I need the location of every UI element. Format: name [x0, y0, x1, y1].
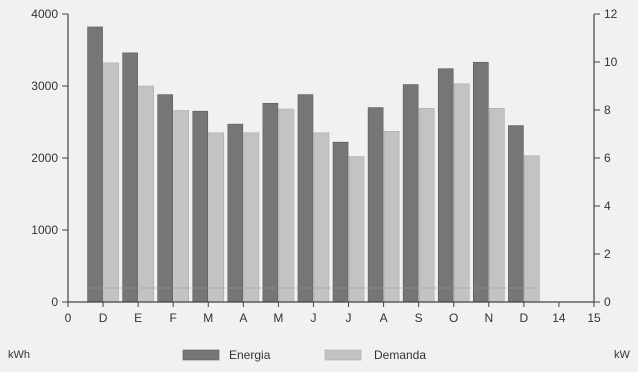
legend-label-demanda: Demanda: [374, 348, 426, 362]
x-tick-label-7: J: [310, 311, 316, 325]
bar-energia-10: [437, 68, 454, 303]
bar-demanda-0: [103, 62, 119, 303]
bar-energia-4: [227, 123, 244, 303]
bar-demanda-3: [208, 132, 225, 303]
x-tick-label-0: 0: [65, 311, 72, 325]
bar-demanda-10: [453, 83, 470, 303]
y-right-tick-label-6: 12: [604, 7, 618, 21]
x-tick-label-10: S: [415, 311, 423, 325]
bar-demanda-6: [313, 132, 330, 303]
y-left-tick-label-0: 0: [51, 295, 58, 309]
x-tick-label-2: E: [134, 311, 142, 325]
x-tick-label-12: N: [484, 311, 493, 325]
x-tick-label-1: D: [99, 311, 108, 325]
x-tick-label-9: A: [380, 311, 388, 325]
bar-energia-5: [262, 102, 279, 303]
bar-energia-9: [402, 84, 419, 303]
y-left-tick-label-1: 1000: [31, 223, 58, 237]
bar-energia-12: [508, 125, 524, 303]
legend-label-energia: Energia: [229, 348, 271, 362]
bar-energia-6: [297, 94, 314, 303]
x-tick-label-15: 15: [587, 311, 601, 325]
bar-demanda-9: [418, 108, 435, 303]
bar-energia-2: [157, 94, 173, 303]
bar-demanda-11: [488, 108, 505, 303]
bar-energia-0: [87, 26, 103, 303]
x-tick-label-6: M: [273, 311, 283, 325]
bar-demanda-5: [278, 108, 295, 303]
bars-group: [87, 26, 540, 303]
x-tick-label-14: 14: [552, 311, 566, 325]
legend-swatch-demanda: [324, 349, 362, 361]
bar-demanda-4: [243, 132, 260, 303]
legend: Energia Demanda: [182, 348, 426, 362]
x-tick-label-13: D: [520, 311, 529, 325]
bar-demanda-1: [138, 85, 154, 303]
bar-energia-8: [367, 107, 384, 303]
y-right-tick-label-4: 8: [604, 103, 611, 117]
bar-demanda-2: [173, 110, 189, 303]
x-tick-label-3: F: [170, 311, 177, 325]
ticks-group: 0 D E F M A M J J A S O N D 14 150100020003000400002468…: [31, 7, 617, 325]
y-right-tick-label-2: 4: [604, 199, 611, 213]
y-left-tick-label-3: 3000: [31, 79, 58, 93]
y-right-tick-label-1: 2: [604, 247, 611, 261]
y-right-tick-label-5: 10: [604, 55, 618, 69]
y-left-unit-label: kWh: [8, 349, 30, 361]
y-left-tick-label-2: 2000: [31, 151, 58, 165]
bar-demanda-12: [524, 155, 540, 303]
bar-energia-3: [192, 110, 209, 303]
bar-energia-7: [332, 141, 349, 303]
x-tick-label-5: A: [239, 311, 247, 325]
bar-demanda-7: [348, 156, 365, 303]
x-tick-label-4: M: [203, 311, 213, 325]
y-left-tick-label-4: 4000: [31, 7, 58, 21]
x-tick-label-8: J: [346, 311, 352, 325]
x-tick-label-11: O: [449, 311, 458, 325]
y-right-unit-label: kW: [614, 349, 631, 361]
y-right-tick-label-0: 0: [604, 295, 611, 309]
bar-energia-1: [122, 52, 138, 303]
y-right-tick-label-3: 6: [604, 151, 611, 165]
bar-demanda-8: [383, 131, 400, 303]
bar-energia-11: [472, 61, 489, 303]
legend-swatch-energia: [182, 349, 220, 361]
